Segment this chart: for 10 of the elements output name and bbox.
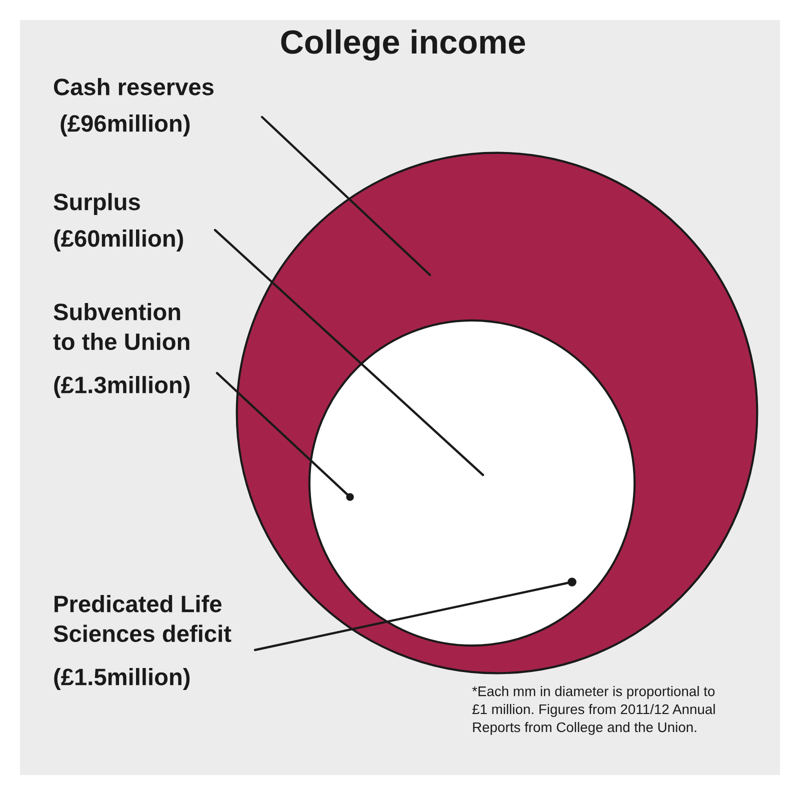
text: *Each mm in diameter is proportional to £1 million. Figures from 2011/12 Annual Reports from College and the Union.	[472, 686, 715, 735]
data-label: (£96million)	[60, 114, 190, 137]
data-label: (£1.3million)	[54, 376, 190, 398]
data-label: (£60million)	[54, 230, 184, 252]
data-label: (£1.5million)	[54, 668, 190, 690]
category-label: Cash reserves	[54, 78, 214, 96]
category-label: Subvention to the Union	[53, 303, 190, 350]
category-label: Surplus	[54, 193, 140, 216]
text: College income	[281, 29, 526, 61]
category-label: Predicated Life Sciences deficit	[54, 595, 232, 642]
